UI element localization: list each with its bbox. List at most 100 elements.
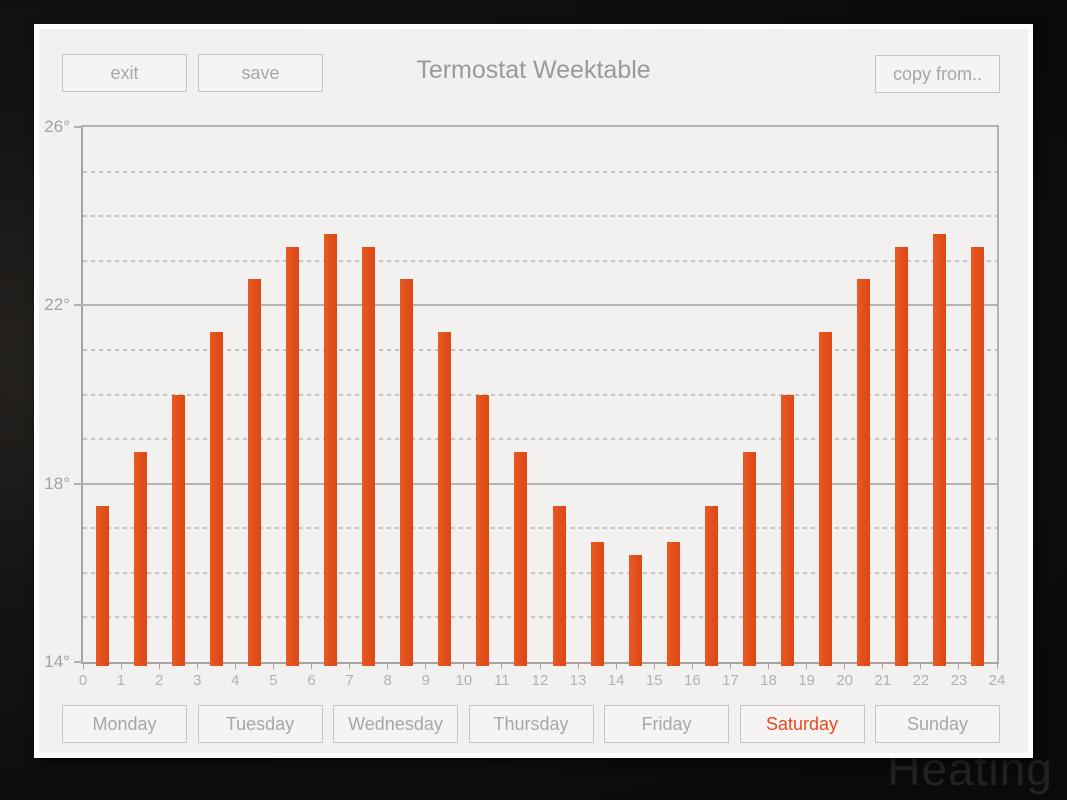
temp-bar-hour-16[interactable] — [704, 505, 718, 666]
x-axis-label: 6 — [307, 672, 316, 689]
x-axis-label: 0 — [78, 672, 88, 689]
x-axis-tick — [958, 664, 960, 669]
x-axis-tick — [463, 664, 465, 669]
gridline-minor — [83, 170, 997, 173]
x-axis-tick — [691, 664, 693, 669]
x-axis-tick — [425, 664, 427, 669]
temp-bar-hour-9[interactable] — [438, 332, 452, 666]
x-axis-tick — [577, 664, 579, 669]
x-axis-label: 10 — [455, 672, 473, 689]
temp-bar-hour-17[interactable] — [742, 452, 756, 666]
x-axis-label: 24 — [988, 672, 1006, 689]
temp-bar-hour-4[interactable] — [247, 278, 261, 666]
temp-bar-hour-19[interactable] — [819, 332, 833, 666]
y-axis-tick — [74, 126, 83, 128]
x-axis-tick — [387, 664, 389, 669]
x-axis-tick — [768, 664, 769, 669]
x-axis-label: 22 — [912, 672, 930, 689]
x-axis-tick — [120, 664, 122, 669]
x-axis-tick — [158, 664, 160, 669]
temp-bar-hour-12[interactable] — [552, 505, 566, 666]
temp-bar-hour-11[interactable] — [514, 452, 528, 666]
gridline-major — [74, 304, 997, 307]
temp-bar-hour-5[interactable] — [285, 247, 299, 666]
x-axis-label: 8 — [383, 672, 392, 689]
temp-bar-hour-6[interactable] — [324, 234, 338, 666]
x-axis-label: 21 — [874, 672, 892, 689]
x-axis-label: 23 — [950, 672, 968, 689]
temp-bar-hour-18[interactable] — [781, 394, 795, 666]
x-axis-label: 18 — [760, 672, 777, 689]
y-axis-label: 14° — [44, 652, 70, 671]
x-axis-tick — [272, 664, 274, 669]
x-axis-tick — [653, 664, 655, 669]
thermostat-weektable-dialog: exit save Termostat Weektable copy from.… — [34, 24, 1033, 758]
x-axis-label: 11 — [494, 672, 510, 689]
copy-from-button[interactable]: copy from.. — [875, 55, 1000, 93]
temp-bar-hour-23[interactable] — [971, 247, 985, 666]
temp-bar-hour-14[interactable] — [628, 555, 642, 666]
gridline-minor — [83, 348, 997, 351]
x-axis-tick — [882, 664, 884, 669]
day-button-wednesday[interactable]: Wednesday — [333, 705, 458, 743]
x-axis-tick — [844, 664, 846, 669]
x-axis-label: 20 — [836, 672, 853, 689]
x-axis-label: 13 — [569, 672, 587, 689]
temp-bar-hour-10[interactable] — [476, 394, 490, 666]
x-axis-label: 4 — [231, 672, 240, 689]
x-axis-tick — [615, 664, 617, 669]
x-axis-label: 12 — [531, 672, 549, 689]
x-axis-label: 19 — [798, 672, 815, 689]
y-axis-tick — [74, 482, 83, 485]
temp-bar-hour-0[interactable] — [95, 505, 109, 666]
day-tabs: Monday Tuesday Wednesday Thursday Friday Satu… — [62, 705, 1000, 743]
temp-bar-hour-8[interactable] — [400, 278, 414, 666]
y-axis-tick — [74, 661, 83, 663]
y-axis-label: 26° — [44, 117, 70, 136]
gridline-minor — [83, 438, 997, 441]
save-button[interactable]: save — [198, 54, 323, 92]
temp-bar-hour-22[interactable] — [933, 234, 947, 666]
x-axis-tick — [729, 664, 731, 669]
temp-bar-hour-20[interactable] — [857, 278, 871, 666]
temp-bar-hour-2[interactable] — [171, 394, 185, 666]
x-axis-tick — [806, 664, 808, 669]
temp-bar-hour-15[interactable] — [666, 541, 680, 666]
x-axis-tick — [234, 664, 236, 669]
day-button-thursday[interactable]: Thursday — [468, 705, 594, 743]
day-button-friday[interactable]: Friday — [604, 705, 729, 743]
x-axis-label: 1 — [116, 672, 126, 689]
temp-bar-hour-3[interactable] — [209, 332, 223, 666]
temp-bar-hour-7[interactable] — [362, 247, 376, 666]
y-axis-label: 22° — [44, 295, 70, 315]
temp-bar-hour-1[interactable] — [133, 452, 147, 666]
plot-area: 14° 18° 22° 26° 0 1 2 3 4 5 6 7 8 9 10 11 12 13 14 15 16 17 18… — [44, 117, 1005, 689]
day-button-tuesday[interactable]: Tuesday — [197, 705, 323, 743]
x-axis-label: 16 — [683, 672, 701, 689]
gridline-minor — [83, 215, 997, 218]
gridline-major — [74, 482, 997, 485]
temp-bar-hour-13[interactable] — [590, 541, 604, 666]
gridline-minor — [83, 259, 997, 262]
x-axis-tick — [539, 664, 541, 669]
day-button-sunday[interactable]: Sunday — [875, 705, 1000, 743]
dialog-title: Termostat Weektable — [416, 56, 651, 84]
temp-bar-hour-21[interactable] — [895, 247, 909, 666]
x-axis-tick — [82, 664, 84, 669]
x-axis-label: 7 — [345, 672, 354, 689]
x-axis-label: 2 — [154, 672, 164, 689]
x-axis-label: 14 — [607, 672, 625, 689]
x-axis-tick — [920, 664, 922, 669]
x-axis-label: 15 — [645, 672, 663, 689]
x-axis-tick — [349, 664, 351, 669]
day-button-saturday[interactable]: Saturday — [739, 705, 865, 743]
exit-button[interactable]: exit — [62, 54, 187, 92]
gridline-minor — [83, 571, 997, 574]
x-axis-tick — [996, 664, 998, 669]
y-axis-tick — [74, 304, 83, 307]
x-axis-label: 5 — [269, 672, 278, 689]
x-axis-tick — [311, 664, 312, 669]
x-axis-tick — [196, 664, 198, 669]
x-axis-tick — [501, 664, 503, 669]
day-button-monday[interactable]: Monday — [62, 705, 187, 743]
